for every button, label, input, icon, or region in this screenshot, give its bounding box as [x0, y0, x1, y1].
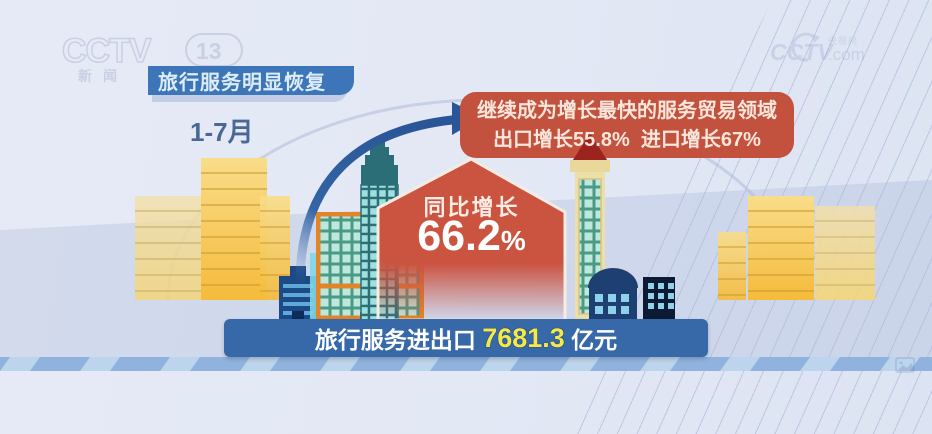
- svg-text:.com: .com: [828, 45, 865, 64]
- svg-text:CCTV: CCTV: [770, 39, 834, 65]
